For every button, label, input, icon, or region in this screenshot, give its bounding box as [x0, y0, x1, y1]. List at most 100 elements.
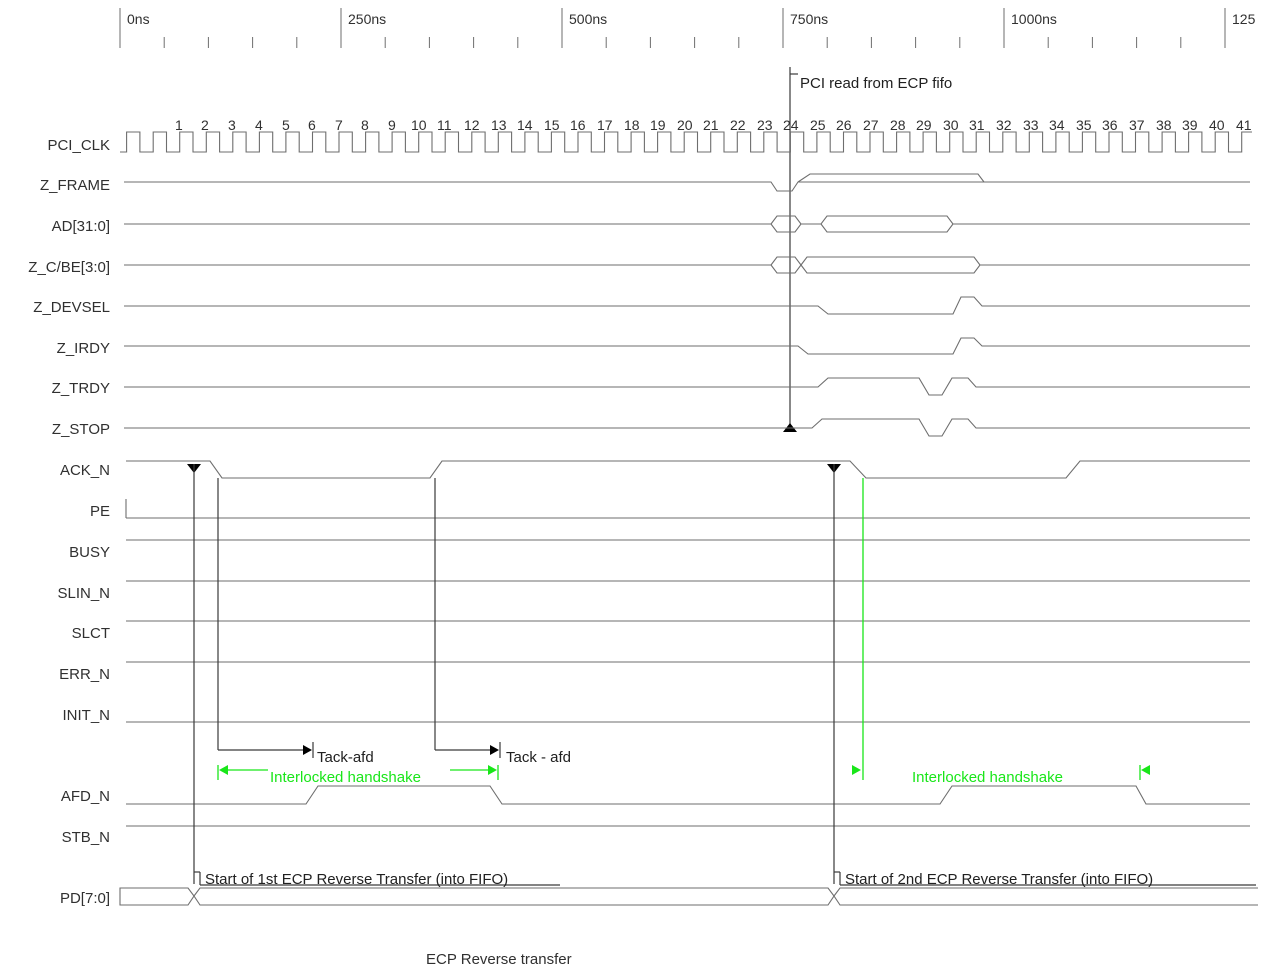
- clock-number: 21: [703, 117, 719, 133]
- ruler-label-1000ns: 1000ns: [1011, 11, 1057, 27]
- waveform-afd-n: [126, 785, 1250, 805]
- clock-number: 8: [361, 117, 369, 133]
- signal-label-z-frame: Z_FRAME: [40, 177, 110, 194]
- signal-label-ad: AD[31:0]: [52, 218, 110, 235]
- clock-number: 29: [916, 117, 932, 133]
- signal-label-z-cbe: Z_C/BE[3:0]: [28, 259, 110, 276]
- clock-number: 14: [517, 117, 533, 133]
- ruler-label-750ns: 750ns: [790, 11, 828, 27]
- tack-afd-2-annotation: Tack - afd: [506, 749, 571, 766]
- signal-label-slin-n: SLIN_N: [57, 585, 110, 602]
- clock-number: 34: [1049, 117, 1065, 133]
- waveform-z-devsel: [124, 296, 1250, 315]
- clock-number: 5: [282, 117, 290, 133]
- clock-cycle-numbers: 1 2 3 4 5 6 7 8 9 10 11 12 13 14 15 16 1…: [175, 117, 1252, 133]
- clock-number: 13: [491, 117, 507, 133]
- signal-label-ack-n: ACK_N: [60, 462, 110, 479]
- clock-number: 3: [228, 117, 236, 133]
- clock-number: 19: [650, 117, 666, 133]
- clock-number: 4: [255, 117, 263, 133]
- time-ruler: 0ns 250ns 500ns 750ns 1000ns 125: [119, 8, 1256, 48]
- waveform-z-frame: [124, 173, 1250, 192]
- signal-label-z-stop: Z_STOP: [52, 421, 110, 438]
- clock-number: 9: [388, 117, 396, 133]
- pci-read-annotation: PCI read from ECP fifo: [800, 75, 952, 92]
- signal-labels: PCI_CLK Z_FRAME AD[31:0] Z_C/BE[3:0] Z_D…: [28, 137, 110, 907]
- clock-number: 28: [890, 117, 906, 133]
- signal-label-pe: PE: [90, 503, 110, 520]
- handshake-1-left-arrow-icon: [219, 765, 228, 775]
- clock-number: 36: [1102, 117, 1118, 133]
- clock-number: 31: [969, 117, 985, 133]
- clock-number: 15: [544, 117, 560, 133]
- clock-number: 11: [437, 117, 452, 133]
- clock-number: 40: [1209, 117, 1225, 133]
- pci-read-marker: PCI read from ECP fifo: [783, 67, 952, 432]
- clock-number: 27: [863, 117, 879, 133]
- signal-label-slct: SLCT: [72, 625, 110, 642]
- start-2-annotation: Start of 2nd ECP Reverse Transfer (into …: [845, 871, 1153, 888]
- signal-label-pci-clk: PCI_CLK: [47, 137, 110, 154]
- clock-number: 38: [1156, 117, 1172, 133]
- handshake-1-annotation: Interlocked handshake: [270, 769, 421, 786]
- signal-label-init-n: INIT_N: [62, 707, 110, 724]
- diagram-caption: ECP Reverse transfer: [426, 951, 572, 968]
- time-ruler-ticks: [119, 8, 1226, 48]
- clock-number: 22: [730, 117, 746, 133]
- tack-afd-markers: Tack-afd Tack - afd: [217, 478, 571, 766]
- waveform-ad: [124, 215, 1250, 233]
- signal-label-z-irdy: Z_IRDY: [57, 340, 110, 357]
- ruler-label-250ns: 250ns: [348, 11, 386, 27]
- signal-label-z-trdy: Z_TRDY: [52, 380, 110, 397]
- ruler-label-500ns: 500ns: [569, 11, 607, 27]
- signal-label-err-n: ERR_N: [59, 666, 110, 683]
- waveforms: [119, 131, 1258, 906]
- waveform-ack-n: [126, 460, 1250, 479]
- clock-number: 30: [943, 117, 959, 133]
- handshake-annotations: Interlocked handshake Interlocked handsh…: [217, 478, 1150, 786]
- clock-number: 6: [308, 117, 316, 133]
- handshake-2-annotation: Interlocked handshake: [912, 769, 1063, 786]
- handshake-1-right-arrow-icon: [488, 765, 497, 775]
- clock-number: 35: [1076, 117, 1092, 133]
- clock-number: 1: [175, 117, 183, 133]
- clock-number: 16: [570, 117, 586, 133]
- signal-label-stb-n: STB_N: [62, 829, 110, 846]
- clock-number: 33: [1023, 117, 1039, 133]
- signal-label-pd: PD[7:0]: [60, 890, 110, 907]
- waveform-pci-clk: [120, 131, 1252, 153]
- handshake-2-right-arrow-icon: [1141, 765, 1150, 775]
- waveform-z-trdy: [124, 377, 1250, 396]
- clock-number: 20: [677, 117, 693, 133]
- clock-number: 25: [810, 117, 826, 133]
- waveform-z-cbe: [124, 256, 1250, 274]
- ruler-label-1250ns: 125: [1232, 11, 1256, 27]
- clock-number: 7: [335, 117, 343, 133]
- clock-number: 41: [1236, 117, 1252, 133]
- handshake-2-left-arrow-icon: [852, 765, 861, 775]
- waveform-z-stop: [124, 418, 1250, 437]
- waveform-pe: [125, 499, 1250, 519]
- waveform-z-irdy: [124, 337, 1250, 355]
- tack-afd-1-annotation: Tack-afd: [317, 749, 374, 766]
- ack-markers: Start of 1st ECP Reverse Transfer (into …: [187, 464, 1256, 888]
- ruler-label-0ns: 0ns: [127, 11, 150, 27]
- clock-number: 12: [464, 117, 480, 133]
- start-1-annotation: Start of 1st ECP Reverse Transfer (into …: [205, 871, 508, 888]
- signal-label-z-devsel: Z_DEVSEL: [33, 299, 110, 316]
- clock-number: 17: [597, 117, 613, 133]
- clock-number: 18: [624, 117, 640, 133]
- clock-number: 10: [411, 117, 427, 133]
- clock-number: 2: [201, 117, 209, 133]
- clock-number: 24: [783, 117, 799, 133]
- signal-label-afd-n: AFD_N: [61, 788, 110, 805]
- clock-number: 32: [996, 117, 1012, 133]
- clock-number: 37: [1129, 117, 1145, 133]
- waveform-pd: [119, 887, 1258, 906]
- tack-afd-1-arrow-icon: [303, 745, 312, 755]
- tack-afd-2-arrow-icon: [490, 745, 499, 755]
- clock-number: 26: [836, 117, 852, 133]
- signal-label-busy: BUSY: [69, 544, 110, 561]
- clock-number: 39: [1182, 117, 1198, 133]
